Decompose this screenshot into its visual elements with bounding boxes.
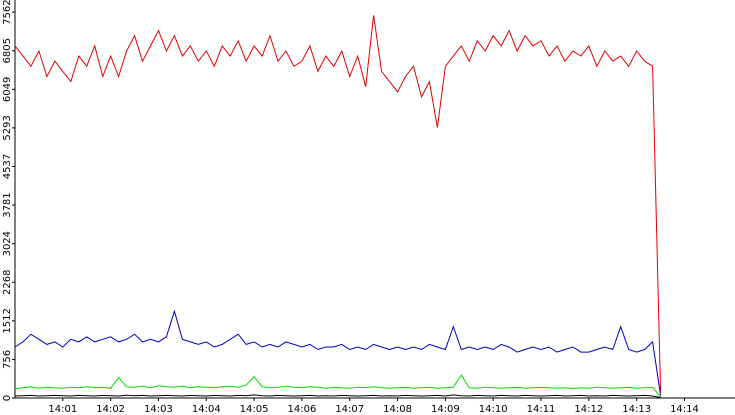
x-tick-label: 14:12 bbox=[574, 404, 603, 415]
y-tick-label: 5293 bbox=[2, 115, 13, 140]
x-tick-label: 14:10 bbox=[479, 404, 508, 415]
y-tick-label: 756 bbox=[2, 350, 13, 369]
series-line bbox=[14, 374, 661, 398]
y-tick-label: 3024 bbox=[2, 231, 13, 256]
x-tick-label: 14:01 bbox=[48, 404, 77, 415]
y-tick-label: 0 bbox=[2, 395, 13, 401]
series-line bbox=[14, 309, 662, 396]
x-tick-label: 14:11 bbox=[527, 404, 556, 415]
x-tick-label: 14:14 bbox=[670, 404, 699, 415]
x-tick-label: 14:04 bbox=[192, 404, 221, 415]
x-tick-label: 14:13 bbox=[622, 404, 651, 415]
y-tick-label: 6049 bbox=[2, 77, 13, 102]
x-tick-label: 14:07 bbox=[335, 404, 364, 415]
y-tick-label: 1512 bbox=[2, 308, 13, 333]
x-tick-label: 14:08 bbox=[383, 404, 412, 415]
y-tick-label: 6805 bbox=[2, 38, 13, 63]
series-line bbox=[14, 394, 661, 398]
y-tick-label: 4537 bbox=[2, 154, 13, 179]
series-line bbox=[14, 15, 662, 393]
y-tick-label: 3781 bbox=[2, 192, 13, 217]
x-tick-label: 14:02 bbox=[96, 404, 125, 415]
x-tick-label: 14:05 bbox=[240, 404, 269, 415]
y-tick-label: 2268 bbox=[2, 270, 13, 295]
x-tick-label: 14:06 bbox=[288, 404, 317, 415]
y-tick-label: 7562 bbox=[2, 0, 13, 25]
x-tick-label: 14:09 bbox=[431, 404, 460, 415]
x-tick-label: 14:03 bbox=[144, 404, 173, 415]
